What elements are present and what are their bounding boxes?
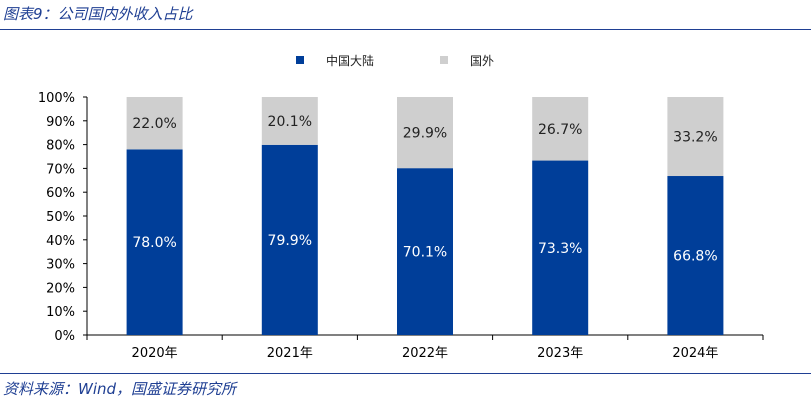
bar-segment-domestic (532, 160, 589, 335)
data-label-domestic: 66.8% (673, 249, 717, 265)
data-label-domestic: 79.9% (268, 233, 312, 249)
x-tick-label: 2020年 (132, 346, 178, 361)
x-tick-label: 2022年 (402, 346, 448, 361)
legend-swatch-domestic (296, 56, 304, 64)
data-label-domestic: 70.1% (403, 245, 447, 261)
bar-segment-overseas (126, 97, 183, 150)
y-tick-label: 40% (46, 234, 75, 249)
bar-segment-domestic (126, 149, 183, 335)
bar-segment-overseas (532, 97, 589, 161)
data-label-overseas: 29.9% (403, 126, 447, 142)
x-tick-label: 2024年 (672, 346, 718, 361)
y-tick-label: 80% (46, 139, 75, 154)
legend-label-overseas: 国外 (470, 54, 494, 68)
y-tick-label: 70% (46, 162, 75, 177)
bar-segment-overseas (397, 97, 453, 169)
figure-title: 图表9：公司国内外收入占比 (3, 5, 193, 23)
data-label-overseas: 33.2% (673, 130, 717, 146)
y-tick-label: 50% (46, 210, 75, 225)
bars (126, 97, 724, 335)
y-tick-label: 100% (38, 91, 75, 106)
legend: 中国大陆 国外 (296, 53, 494, 68)
bar-segment-domestic (397, 168, 453, 335)
data-label-overseas: 22.0% (132, 116, 176, 132)
top-rule (0, 29, 811, 30)
legend-label-domestic: 中国大陆 (326, 53, 374, 68)
bar-segment-domestic (261, 144, 318, 335)
figure-source: 资料来源：Wind，国盛证券研究所 (3, 380, 237, 398)
x-tick-label: 2021年 (267, 346, 313, 361)
y-tick-label: 30% (46, 258, 75, 273)
legend-swatch-overseas (440, 56, 448, 64)
y-tick-label: 0% (54, 329, 75, 344)
bar-segment-overseas (261, 97, 318, 145)
y-tick-label: 10% (46, 305, 75, 320)
y-tick-label: 90% (46, 115, 75, 130)
y-tick-label: 20% (46, 281, 75, 296)
bottom-rule (0, 373, 811, 374)
data-label-overseas: 26.7% (538, 122, 582, 138)
x-tick-label: 2023年 (537, 346, 583, 361)
bar-segment-overseas (667, 97, 724, 177)
data-label-overseas: 20.1% (268, 114, 312, 130)
axes: 0% 10% 20% 30% 40% 50% 60% 70% 80% 90% 100% 2020年 20… (38, 91, 764, 361)
y-tick-label: 60% (46, 186, 75, 201)
data-labels: 78.0% 22.0% 79.9% 20.1% 70.1% 29.9% 73.3% 26.7%… (132, 114, 717, 265)
bar-segment-domestic (667, 176, 724, 335)
data-label-domestic: 78.0% (132, 235, 176, 251)
data-label-domestic: 73.3% (538, 241, 582, 257)
